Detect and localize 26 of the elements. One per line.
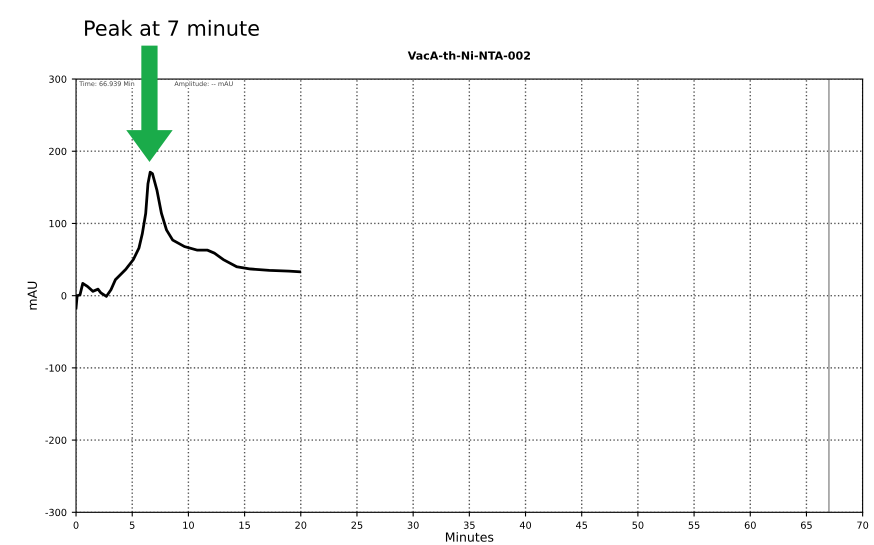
- y-tick-label: -100: [45, 364, 66, 372]
- x-tick-label: 70: [857, 522, 868, 529]
- y-tick-label: -200: [45, 436, 66, 444]
- x-tick-label: 25: [351, 522, 362, 529]
- x-tick-label: 20: [295, 522, 306, 529]
- x-tick-label: 50: [632, 522, 644, 529]
- x-tick-label: 15: [239, 522, 250, 529]
- y-axis-title: mAU: [28, 282, 37, 310]
- y-tick-label: 0: [61, 292, 66, 300]
- x-axis-title: Minutes: [446, 532, 494, 542]
- y-tick-label: -300: [45, 508, 66, 516]
- x-tick-label: 35: [464, 522, 475, 529]
- x-tick-label: 5: [130, 522, 134, 529]
- x-tick-label: 30: [408, 522, 419, 529]
- x-tick-label: 55: [688, 522, 700, 529]
- x-tick-label: 65: [800, 522, 812, 529]
- y-tick-label: 300: [49, 76, 66, 83]
- chart-title: VacA-th-Ni-NTA-002: [408, 51, 530, 60]
- x-tick-label: 10: [183, 522, 194, 529]
- x-tick-label: 45: [576, 522, 588, 529]
- x-tick-label: 0: [74, 522, 78, 529]
- y-tick-label: 200: [49, 148, 66, 156]
- text: Peak at 7 minute: [85, 20, 259, 36]
- y-tick-label: 100: [50, 220, 66, 228]
- x-tick-label: 40: [520, 522, 532, 529]
- x-tick-label: 60: [744, 522, 756, 529]
